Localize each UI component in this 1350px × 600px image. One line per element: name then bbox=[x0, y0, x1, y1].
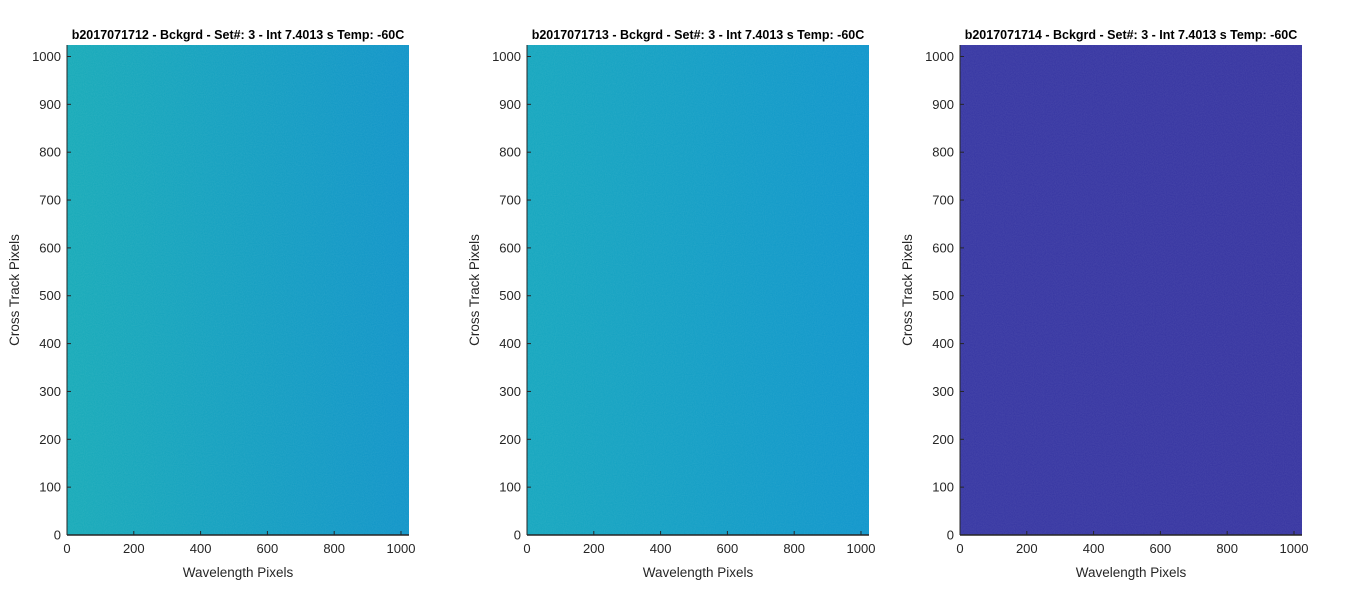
x-tick-label: 200 bbox=[583, 541, 605, 556]
y-axis-label: Cross Track Pixels bbox=[467, 234, 482, 346]
y-tick-label: 200 bbox=[499, 432, 521, 447]
heatmap-noise bbox=[67, 45, 409, 535]
y-tick-label: 600 bbox=[932, 240, 954, 255]
y-tick-label: 1000 bbox=[32, 49, 61, 64]
y-tick-label: 300 bbox=[932, 384, 954, 399]
x-axis-label: Wavelength Pixels bbox=[643, 565, 754, 580]
y-tick-label: 900 bbox=[499, 97, 521, 112]
heatmap-noise bbox=[527, 45, 869, 535]
y-tick-label: 400 bbox=[499, 336, 521, 351]
y-tick-label: 800 bbox=[932, 145, 954, 160]
y-tick-label: 300 bbox=[39, 384, 61, 399]
x-tick-label: 0 bbox=[523, 541, 530, 556]
y-axis-label: Cross Track Pixels bbox=[900, 234, 915, 346]
y-tick-label: 500 bbox=[932, 288, 954, 303]
y-tick-label: 800 bbox=[499, 145, 521, 160]
chart-title: b2017071712 - Bckgrd - Set#: 3 - Int 7.4… bbox=[72, 28, 405, 42]
x-tick-label: 400 bbox=[650, 541, 672, 556]
y-tick-label: 0 bbox=[947, 528, 954, 543]
x-tick-label: 1000 bbox=[847, 541, 876, 556]
y-tick-label: 500 bbox=[39, 288, 61, 303]
x-tick-label: 800 bbox=[783, 541, 805, 556]
x-axis-label: Wavelength Pixels bbox=[183, 565, 294, 580]
y-tick-label: 200 bbox=[39, 432, 61, 447]
x-tick-label: 800 bbox=[1216, 541, 1238, 556]
x-tick-label: 200 bbox=[123, 541, 145, 556]
y-tick-label: 0 bbox=[514, 528, 521, 543]
y-tick-label: 600 bbox=[499, 240, 521, 255]
chart-panel-3: 0 200 400 600 800 1000 0 100 200 300 400 500 600 700 8… bbox=[900, 28, 1308, 580]
y-tick-label: 1000 bbox=[925, 49, 954, 64]
x-tick-label: 200 bbox=[1016, 541, 1038, 556]
x-tick-label: 0 bbox=[63, 541, 70, 556]
y-tick-label: 500 bbox=[499, 288, 521, 303]
x-tick-label: 800 bbox=[323, 541, 345, 556]
x-tick-label: 600 bbox=[257, 541, 279, 556]
y-tick-label: 200 bbox=[932, 432, 954, 447]
y-tick-label: 100 bbox=[499, 480, 521, 495]
y-tick-label: 900 bbox=[932, 97, 954, 112]
y-tick-label: 700 bbox=[499, 193, 521, 208]
y-axis-label: Cross Track Pixels bbox=[7, 234, 22, 346]
chart-panel-1: 0 200 400 600 800 1000 0 100 200 300 400 500 600 700 8… bbox=[7, 28, 415, 580]
y-tick-label: 0 bbox=[54, 528, 61, 543]
heatmap-noise bbox=[960, 45, 1302, 535]
y-tick-label: 700 bbox=[39, 193, 61, 208]
y-tick-label: 1000 bbox=[492, 49, 521, 64]
x-tick-label: 400 bbox=[190, 541, 212, 556]
x-tick-label: 1000 bbox=[387, 541, 416, 556]
x-tick-label: 600 bbox=[1150, 541, 1172, 556]
x-axis-label: Wavelength Pixels bbox=[1076, 565, 1187, 580]
chart-title: b2017071714 - Bckgrd - Set#: 3 - Int 7.4… bbox=[965, 28, 1298, 42]
y-tick-label: 300 bbox=[499, 384, 521, 399]
chart-panel-2: 0 200 400 600 800 1000 0 100 200 300 400 500 600 700 8… bbox=[467, 28, 875, 580]
y-tick-label: 600 bbox=[39, 240, 61, 255]
x-tick-label: 400 bbox=[1083, 541, 1105, 556]
y-tick-label: 100 bbox=[39, 480, 61, 495]
y-tick-label: 400 bbox=[39, 336, 61, 351]
x-tick-label: 0 bbox=[956, 541, 963, 556]
y-tick-label: 900 bbox=[39, 97, 61, 112]
y-tick-label: 700 bbox=[932, 193, 954, 208]
y-tick-label: 100 bbox=[932, 480, 954, 495]
x-tick-label: 1000 bbox=[1280, 541, 1309, 556]
y-tick-label: 400 bbox=[932, 336, 954, 351]
y-tick-label: 800 bbox=[39, 145, 61, 160]
chart-title: b2017071713 - Bckgrd - Set#: 3 - Int 7.4… bbox=[532, 28, 865, 42]
x-tick-label: 600 bbox=[717, 541, 739, 556]
